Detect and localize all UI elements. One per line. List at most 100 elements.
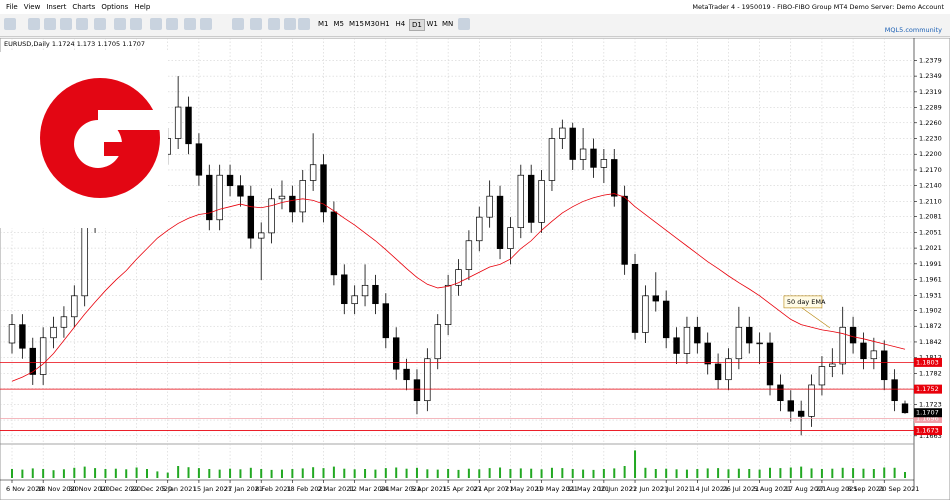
x-tick-label: 17 Aug 2021: [785, 485, 827, 493]
y-tick-label: 1.1842: [919, 338, 942, 346]
x-tick-label: 24 Mar 2021: [380, 485, 421, 493]
x-tick-label: 27 Jan 2021: [224, 485, 263, 493]
candle-body: [444, 284, 452, 325]
candle-body: [766, 342, 774, 386]
candle-body: [382, 303, 390, 339]
toolbar-icon[interactable]: [94, 18, 106, 30]
candle-body: [725, 358, 732, 381]
x-tick-label: 22 Dec 2020: [131, 485, 173, 493]
menu-item[interactable]: Help: [134, 3, 151, 11]
toolbar-icon[interactable]: [268, 18, 280, 30]
candle-body: [538, 180, 545, 223]
timeframe-button[interactable]: W1: [426, 20, 438, 28]
candle-body: [50, 326, 57, 339]
candle-body: [434, 324, 441, 360]
menu-item[interactable]: Options: [101, 3, 129, 11]
toolbar-icon[interactable]: [76, 18, 88, 30]
ohlc-high: 1.173: [77, 40, 96, 48]
candle-body: [476, 216, 483, 242]
toolbar-icon[interactable]: [130, 18, 142, 30]
toolbar-icon[interactable]: [458, 18, 470, 30]
y-tick-label: 1.2379: [919, 56, 942, 64]
x-tick-label: 22 Jun 2021: [629, 485, 668, 493]
level-label-bg: [914, 357, 942, 367]
candle-body: [590, 148, 597, 168]
toolbar-icon[interactable]: [200, 18, 212, 30]
candle-body: [714, 363, 722, 381]
menu-item[interactable]: Charts: [72, 3, 96, 11]
timeframe-button[interactable]: H1: [380, 20, 390, 28]
toolbar-icon[interactable]: [250, 18, 262, 30]
candle-body: [278, 195, 286, 200]
candle-body: [839, 326, 846, 365]
y-tick-label: 1.2289: [919, 104, 942, 112]
y-tick-label: 1.2051: [919, 228, 942, 236]
level-label: 1.1696: [916, 415, 939, 423]
candle-body: [579, 148, 587, 160]
logo: [0, 52, 168, 228]
candle-body: [662, 300, 670, 339]
menu-bar: File View Insert Charts Options Help: [0, 0, 950, 14]
candle-body: [569, 127, 576, 160]
toolbar-icon[interactable]: [184, 18, 196, 30]
candle-body: [351, 295, 358, 305]
toolbar-icon[interactable]: [60, 18, 72, 30]
toolbar-icon[interactable]: [28, 18, 40, 30]
toolbar-icon[interactable]: [44, 18, 56, 30]
candle-body: [465, 240, 473, 270]
candle-body: [258, 232, 265, 239]
timeframe-button[interactable]: D1: [409, 19, 425, 31]
candle-body: [81, 222, 88, 297]
timeframe-button[interactable]: M15: [349, 20, 364, 28]
level-label-bg: [914, 384, 942, 394]
candle-body: [673, 337, 680, 354]
candle-body: [60, 316, 68, 328]
toolbar-icon[interactable]: [284, 18, 296, 30]
candle-body: [8, 324, 16, 344]
toolbar-icon[interactable]: [4, 18, 16, 30]
x-tick-label: 19 May 2021: [536, 485, 578, 493]
candle-body: [777, 384, 784, 402]
candle-body: [517, 174, 525, 228]
x-tick-label: 15 Jan 2021: [193, 485, 232, 493]
menu-item[interactable]: Insert: [46, 3, 67, 11]
y-tick-label: 1.2349: [919, 72, 942, 80]
level-label-bg: [914, 414, 942, 424]
candle-body: [631, 264, 639, 333]
candle-body: [372, 284, 379, 305]
toolbar-icon[interactable]: [232, 18, 244, 30]
candle-body: [39, 337, 47, 375]
ohlc-close: 1.1707: [122, 40, 145, 48]
current-price-label: 1.1707: [916, 409, 939, 417]
menu-item[interactable]: View: [23, 3, 41, 11]
toolbar: M1 M5 M15 M30 H1 H4 D1 W1 MN: [0, 14, 950, 37]
level-label: 1.1752: [916, 385, 939, 393]
x-tick-label: 10 Dec 2020: [99, 485, 141, 493]
toolbar-icon[interactable]: [114, 18, 126, 30]
community-link[interactable]: MQL5.community: [884, 26, 942, 34]
y-tick-label: 1.2081: [919, 213, 942, 221]
y-tick-label: 1.2140: [919, 182, 942, 190]
menu-item[interactable]: File: [6, 3, 18, 11]
timeframe-button[interactable]: H4: [395, 20, 406, 28]
timeframe-button[interactable]: M5: [333, 20, 345, 28]
x-tick-label: 8 Feb 2021: [255, 485, 291, 493]
annotation-box: [783, 295, 823, 309]
toolbar-icon[interactable]: [298, 18, 310, 30]
timeframe-button[interactable]: M30: [364, 20, 380, 28]
toolbar-icon[interactable]: [166, 18, 178, 30]
x-tick-label: 12 Mar 2021: [349, 485, 390, 493]
timeframe-button[interactable]: M1: [318, 20, 329, 28]
chart-header: EURUSD,Daily 1.1724 1.173 1.1705 1.1707: [4, 40, 145, 48]
toolbar-icon[interactable]: [150, 18, 162, 30]
x-tick-label: 5 Jan 2021: [162, 485, 197, 493]
candle-body: [507, 227, 514, 249]
candle-body: [756, 342, 763, 345]
x-tick-label: 27 Apr 2021: [473, 485, 513, 493]
timeframe-button[interactable]: MN: [442, 20, 454, 28]
x-tick-label: 7 May 2021: [504, 485, 542, 493]
y-tick-label: 1.1782: [919, 369, 942, 377]
candle-body: [496, 195, 504, 249]
candle-body: [29, 347, 36, 375]
